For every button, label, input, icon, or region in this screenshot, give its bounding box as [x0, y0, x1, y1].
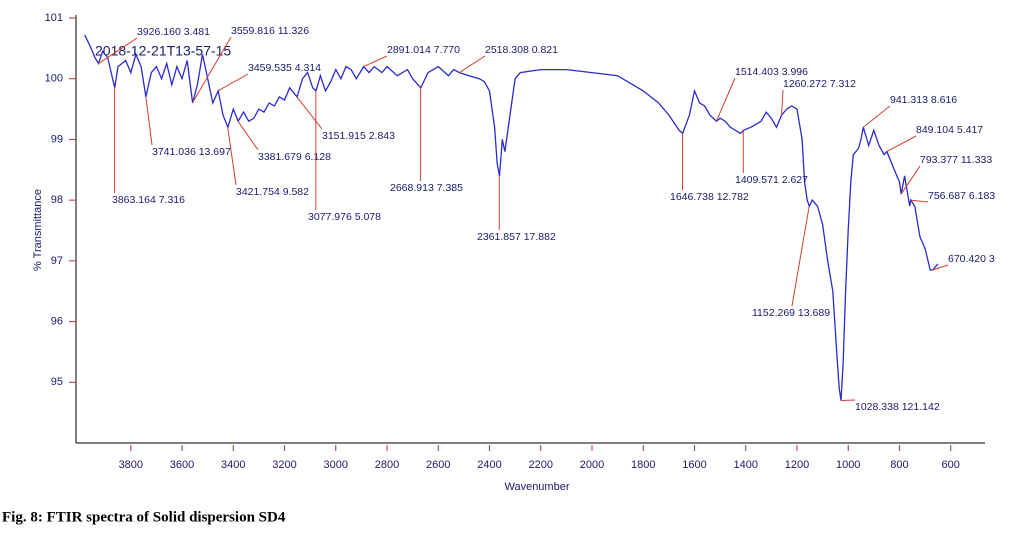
annotation-leader: [910, 199, 929, 203]
x-tick-label: 800: [890, 459, 908, 471]
x-tick-label: 2400: [477, 459, 501, 471]
annotation-label: 756.687 6.183: [928, 190, 995, 202]
annotation-label: 3459.535 4.314: [248, 62, 321, 74]
x-tick-label: 1200: [785, 459, 809, 471]
spectrum-line: [84, 34, 939, 401]
annotation-leader: [98, 37, 138, 64]
annotation-leader: [781, 89, 784, 116]
x-tick-label: 2800: [375, 459, 399, 471]
annotation-label: 941.313 8.616: [890, 94, 957, 106]
annotation-leader: [191, 36, 232, 104]
annotation-label: 3926.160 3.481: [137, 26, 210, 38]
annotation-leader: [840, 399, 856, 401]
x-tick-label: 3400: [221, 459, 245, 471]
annotation-leader: [886, 135, 917, 153]
x-axis-label: Wavenumber: [504, 481, 569, 493]
annotation-label: 3559.816 11.326: [231, 25, 309, 37]
y-tick-label: 98: [51, 194, 63, 206]
annotation-label: 670.420 3: [948, 253, 995, 265]
x-tick-label: 3000: [324, 459, 348, 471]
x-tick-label: 2600: [426, 459, 450, 471]
annotation-leader: [900, 165, 921, 195]
annotation-label: 3151.915 2.843: [322, 130, 395, 142]
annotation-leader: [932, 264, 949, 271]
annotation-label: 793.377 11.333: [920, 154, 992, 166]
x-tick-label: 600: [942, 459, 960, 471]
annotation-label: 1260.272 7.312: [783, 78, 856, 90]
annotation-leader: [237, 120, 259, 151]
y-tick-label: 101: [45, 12, 63, 24]
annotation-label: 1152.269 13.689: [752, 307, 830, 319]
y-tick-label: 99: [51, 133, 63, 145]
y-axis-label: % Transmittance: [32, 189, 44, 271]
annotation-label: 2361.857 17.882: [477, 231, 556, 243]
annotation-label: 1646.738 12.782: [670, 191, 749, 203]
annotation-label: 3381.679 6.128: [258, 151, 331, 163]
annotation-leader: [715, 77, 736, 122]
annotation-label: 3741.036 13.697: [152, 146, 231, 158]
annotation-leader: [791, 206, 810, 307]
annotation-leader: [296, 96, 323, 130]
x-tick-label: 1000: [836, 459, 860, 471]
annotation-label: 2518.308 0.821: [485, 44, 558, 56]
x-tick-label: 3200: [272, 459, 296, 471]
annotation-leader: [145, 96, 153, 146]
annotation-label: 2891.014 7.770: [387, 44, 460, 56]
x-tick-label: 3800: [119, 459, 143, 471]
x-tick-label: 3600: [170, 459, 194, 471]
annotation-label: 1514.403 3.996: [735, 66, 808, 78]
x-tick-label: 2200: [529, 459, 553, 471]
annotation-leader: [217, 73, 249, 92]
y-tick-label: 97: [51, 255, 63, 267]
annotation-label: 3421.754 9.582: [236, 186, 309, 198]
annotation-label: 849.104 5.417: [916, 124, 983, 136]
x-tick-label: 1800: [631, 459, 655, 471]
annotation-label: 1028.338 121.142: [855, 401, 940, 413]
annotation-leader: [458, 55, 486, 74]
x-tick-label: 1400: [733, 459, 757, 471]
annotation-label: 1409.571 2.627: [735, 174, 808, 186]
y-tick-label: 96: [51, 315, 63, 327]
caption: Fig. 8: FTIR spectra of Solid dispersion…: [2, 509, 286, 525]
annotation-label: 2668.913 7.385: [390, 182, 463, 194]
annotation-label: 3863.164 7.316: [112, 194, 185, 206]
y-tick-label: 100: [45, 73, 63, 85]
x-tick-label: 1600: [682, 459, 706, 471]
x-tick-label: 2000: [580, 459, 604, 471]
annotation-label: 3077.976 5.078: [308, 211, 381, 223]
y-tick-label: 95: [51, 376, 63, 388]
timestamp: 2018-12-21T13-57-15: [95, 43, 231, 59]
annotation-leader: [363, 55, 388, 68]
annotation-leader: [227, 127, 237, 186]
annotation-leader: [862, 105, 891, 128]
